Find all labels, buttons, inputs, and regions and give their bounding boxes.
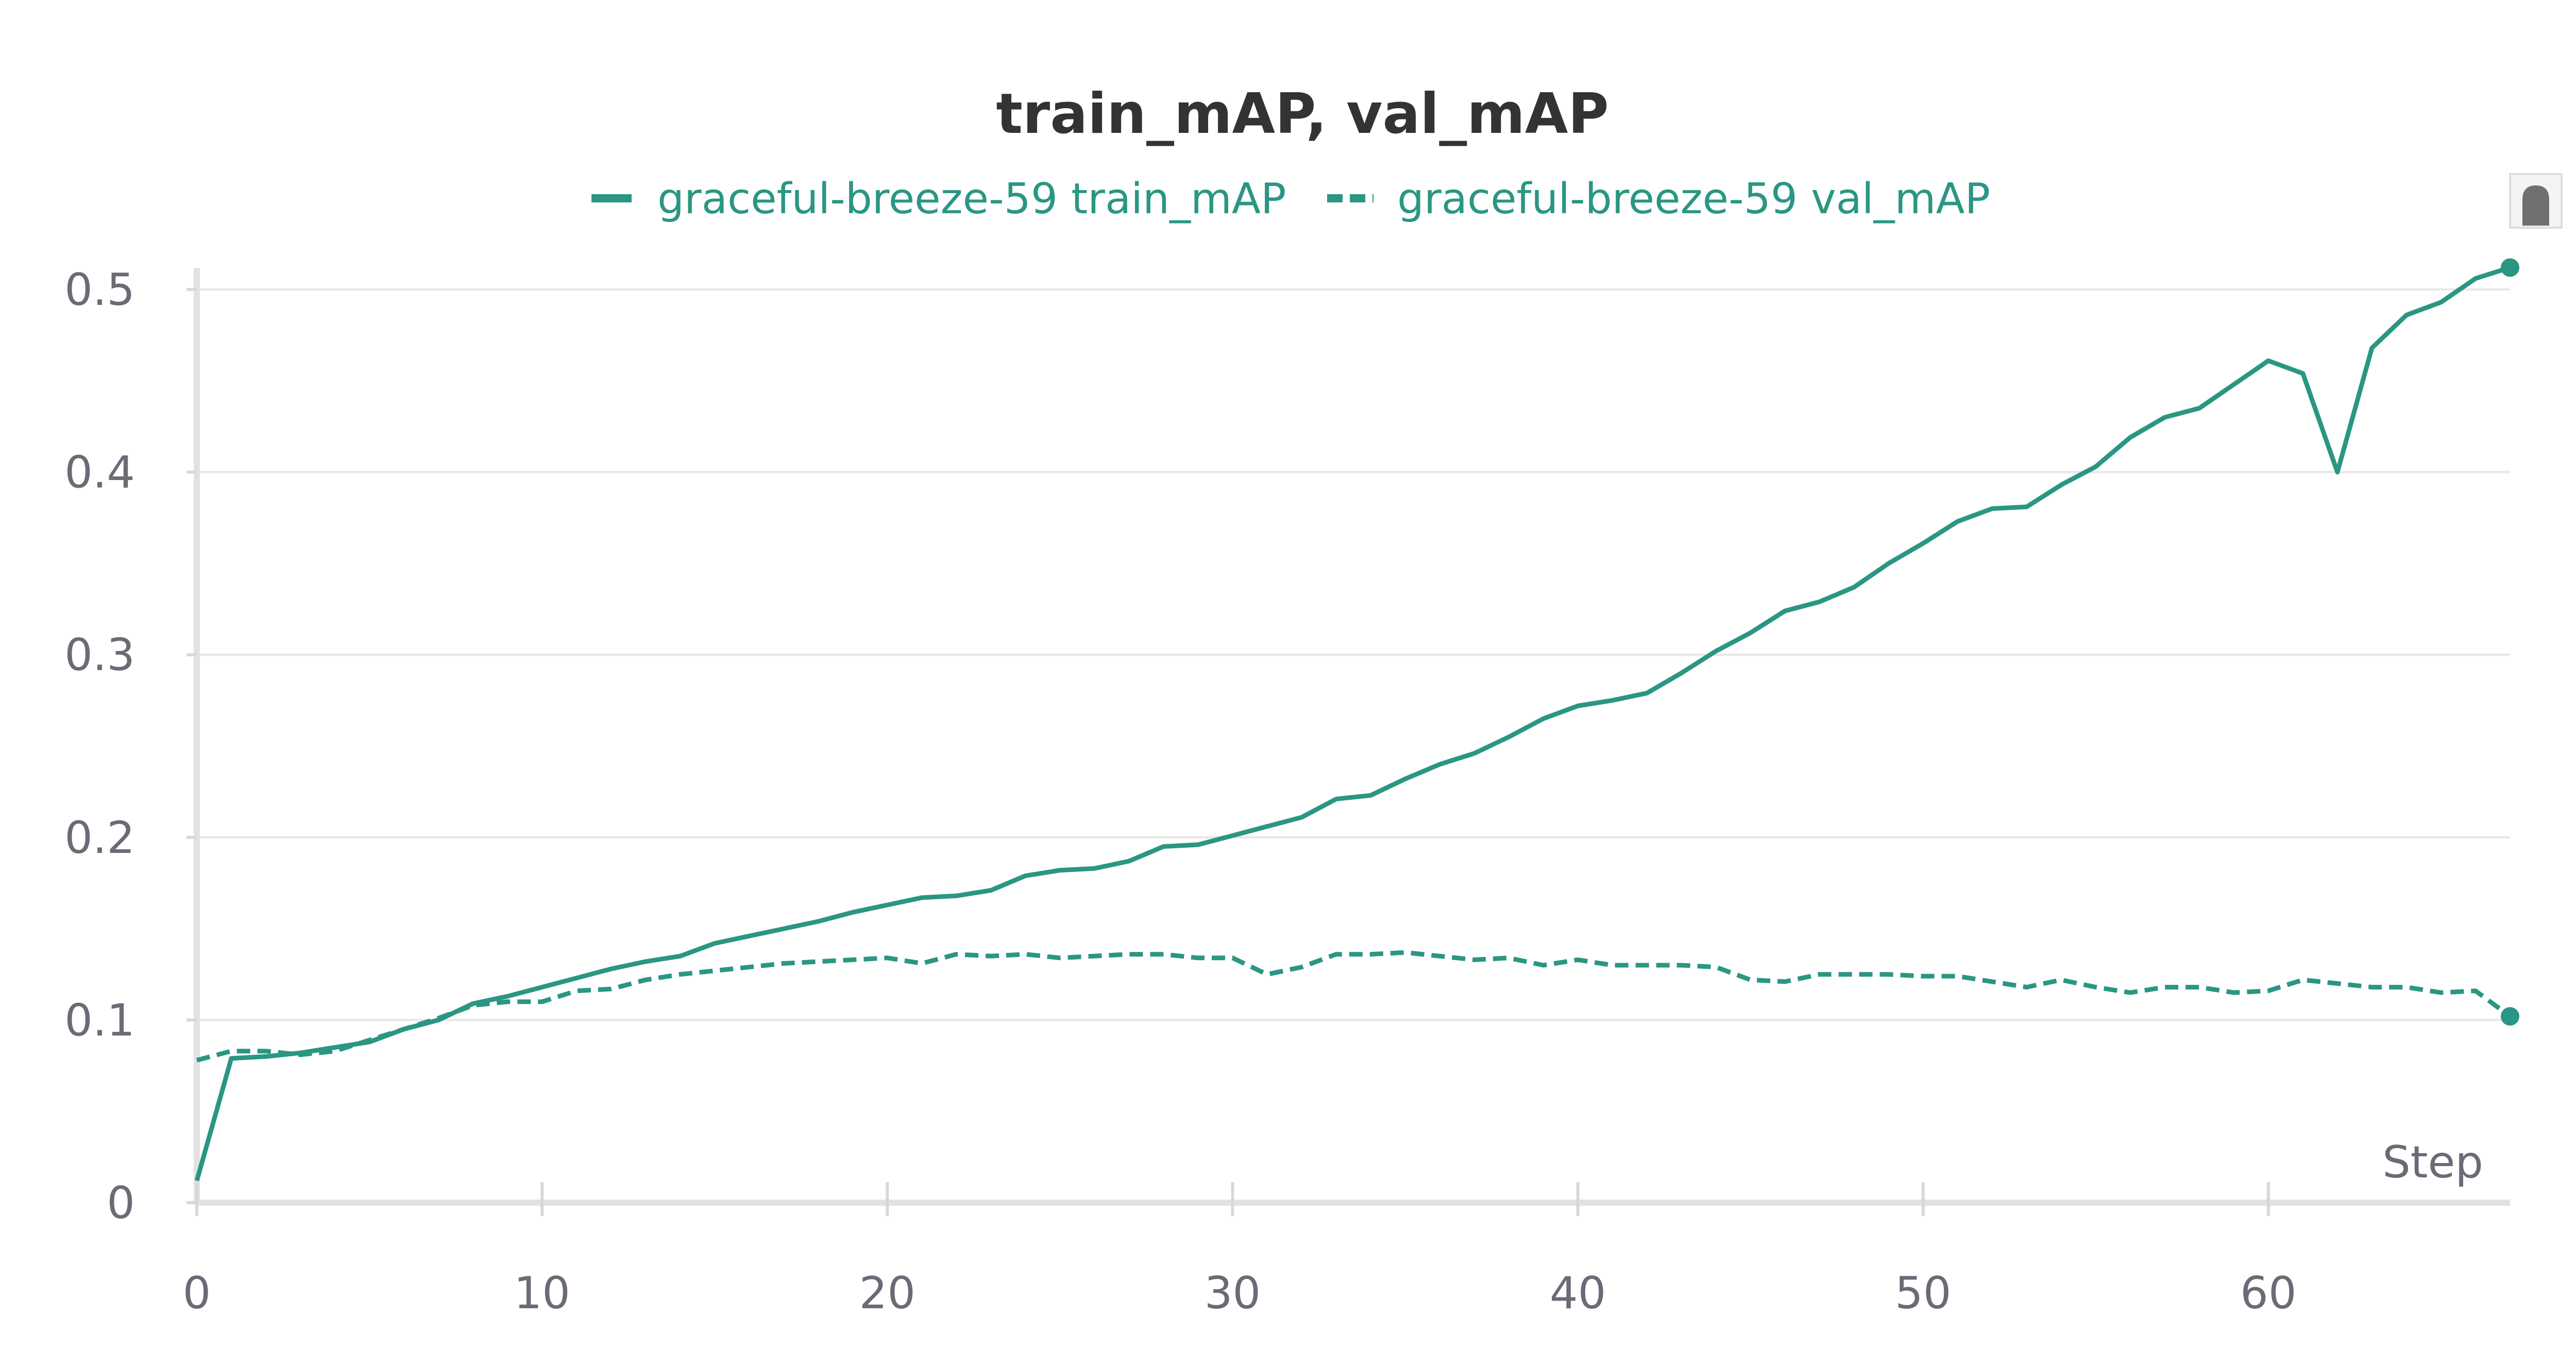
x-tick-label-0: 0: [183, 1268, 211, 1319]
settings-handle[interactable]: [2509, 173, 2563, 229]
x-tick-label-3: 30: [1205, 1268, 1261, 1319]
series-endpoint-val-map[interactable]: [2501, 1007, 2519, 1026]
series-lines: [194, 258, 2519, 1182]
y-tick-label-0: 0: [107, 1177, 135, 1229]
axes: [194, 268, 2510, 1206]
x-tick-label-4: 40: [1550, 1268, 1606, 1319]
x-tick-label-6: 60: [2240, 1268, 2296, 1319]
legend-label-val: graceful-breeze-59 val_mAP: [1397, 175, 1990, 224]
y-tick-label-3: 0.3: [64, 629, 135, 681]
series-line-train-map[interactable]: [194, 265, 2511, 1182]
gridlines: [197, 288, 2510, 1021]
legend-item-val[interactable]: graceful-breeze-59 val_mAP: [1327, 175, 1990, 224]
x-axis-ticks: 0 10 20 30 40 50 60: [183, 1182, 2297, 1319]
chart-title: train_mAP, val_mAP: [996, 82, 1608, 146]
legend-item-train[interactable]: graceful-breeze-59 train_mAP: [591, 175, 1286, 224]
x-tick-label-2: 20: [859, 1268, 916, 1319]
y-tick-label-1: 0.1: [64, 995, 135, 1046]
x-axis-title: Step: [2382, 1137, 2483, 1188]
y-tick-label-5: 0.5: [64, 264, 135, 316]
x-tick-label-1: 10: [514, 1268, 570, 1319]
legend-label-train: graceful-breeze-59 train_mAP: [657, 175, 1286, 224]
y-axis-ticks: 0 0.1 0.2 0.3 0.4 0.5: [64, 264, 197, 1229]
series-line-val-map[interactable]: [196, 950, 2512, 1063]
series-endpoint-train-map[interactable]: [2501, 258, 2519, 277]
legend: graceful-breeze-59 train_mAP graceful-br…: [591, 175, 1990, 224]
y-tick-label-2: 0.2: [64, 812, 135, 864]
y-tick-label-4: 0.4: [64, 447, 135, 499]
x-tick-label-5: 50: [1895, 1268, 1951, 1319]
drag-handle-icon: [2522, 185, 2549, 226]
